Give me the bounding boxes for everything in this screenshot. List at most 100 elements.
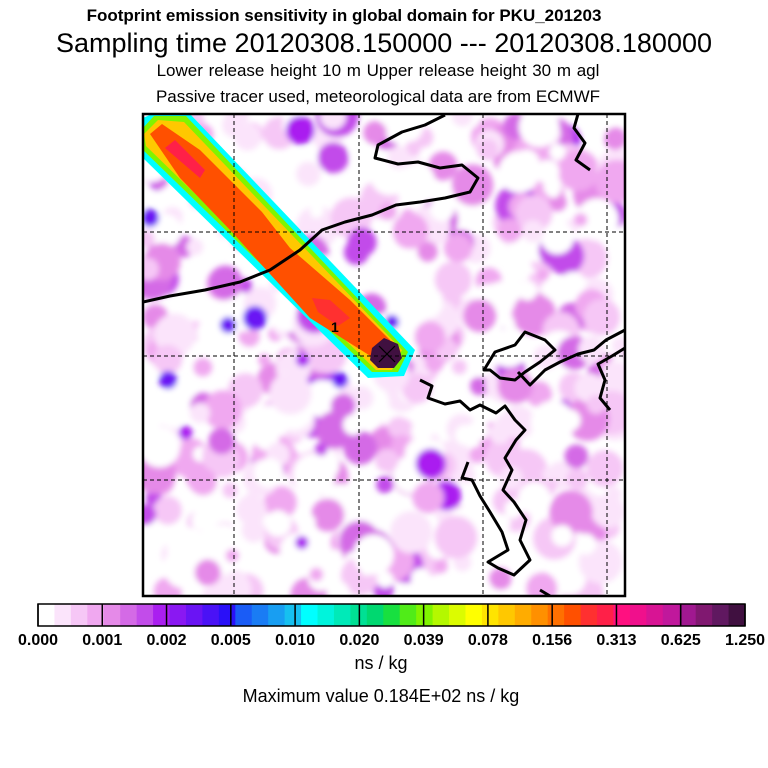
unit-label: ns / kg [354,653,408,673]
field-cell [202,587,217,596]
field-cell [492,513,511,532]
field-cell [476,138,499,161]
field-cell [591,494,625,528]
field-cell [309,567,324,582]
field-cell [317,142,349,174]
field-cell [353,534,394,575]
field-cell [236,494,267,525]
field-cell [381,114,425,145]
field-cell [606,486,622,502]
field-cell [143,229,155,248]
colorbar-swatch [695,604,713,626]
field-cell [319,114,347,130]
colorbar-swatch [712,604,729,626]
field-cell-high [243,306,267,330]
field-cell [497,368,533,404]
field-cell [535,159,560,184]
field-cell [434,261,472,299]
colorbar-swatch [185,604,203,626]
field-cell [189,402,211,424]
field-cell [603,127,625,150]
colorbar-swatch [481,604,499,626]
colorbar-swatch [235,604,253,626]
colorbar-swatch [728,604,746,626]
field-cell [194,559,221,586]
field-cell [222,114,247,138]
colorbar-swatch [333,604,351,626]
colorbar-swatch [383,604,401,626]
field-cell [343,430,378,465]
field-cell [363,121,387,145]
colorbar-tick-label: 0.002 [147,632,187,649]
colorbar-swatch [54,604,72,626]
field-cell [564,444,589,469]
plume [143,114,415,378]
field-cell [376,476,394,494]
colorbar-swatch [564,604,581,626]
field-cell [417,241,438,262]
field-cell [225,548,239,563]
coastline-bay-island [482,330,557,382]
colorbar-swatch [613,604,631,626]
field-cell [517,280,538,301]
field-cell [586,394,606,415]
field-cell [517,513,531,527]
colorbar [37,603,746,627]
field-cell [595,159,625,204]
colorbar-swatch [514,604,532,626]
colorbar-swatch [218,604,236,626]
field-cell-high [220,317,236,333]
field-cell [330,393,356,419]
field-cell [566,468,589,490]
colorbar-swatch [153,604,170,626]
field-cell [153,496,182,525]
field-cell [189,467,218,496]
colorbar-swatch [38,604,55,626]
field-cell [425,353,444,373]
field-cell [178,425,193,440]
colorbar-tick-label: 0.000 [18,632,58,649]
field-cell [443,233,473,263]
field-cell [153,344,183,375]
field-cell [501,316,515,330]
field-cell [498,151,540,193]
colorbar-tick-label: 0.625 [661,632,701,649]
field-cell [295,353,310,367]
coastline-peninsula [419,378,532,577]
colorbar-swatch [202,604,220,626]
field-cell [224,344,254,374]
tracer-info: Passive tracer used, meteorological data… [155,87,601,106]
field-cell [191,510,212,531]
field-cell [198,230,218,249]
field-cell [208,427,235,455]
field-cell [415,448,446,479]
field-cell [574,213,588,227]
field-cell [163,546,206,589]
release-cross-b [378,345,396,363]
field-cell [375,448,399,473]
coastline-northeast [572,114,591,172]
colorbar-swatch [251,604,269,626]
field-cell [222,482,238,499]
field-cell [469,446,486,464]
map-frame [141,112,627,598]
field-cell [311,498,345,532]
colorbar-tick-label: 0.313 [596,632,636,649]
field-cell-high [332,372,348,388]
colorbar-tick-label: 0.039 [404,632,444,649]
release-label: 1 [331,319,339,335]
field-cell-high [159,371,177,389]
colorbar-swatch [547,604,565,626]
field-cell [397,583,411,596]
field-cell [454,424,476,446]
colorbar-swatch [103,604,121,626]
colorbar-tick-label: 0.010 [275,632,315,649]
colorbar-swatch [366,604,384,626]
field-cell [279,533,314,567]
field-cell [497,218,523,243]
field-cell [549,143,566,161]
field-cell [295,536,309,550]
title-line-1: Footprint emission sensitivity in global… [86,6,602,25]
field-cell [347,227,377,257]
field-cell [575,198,619,241]
